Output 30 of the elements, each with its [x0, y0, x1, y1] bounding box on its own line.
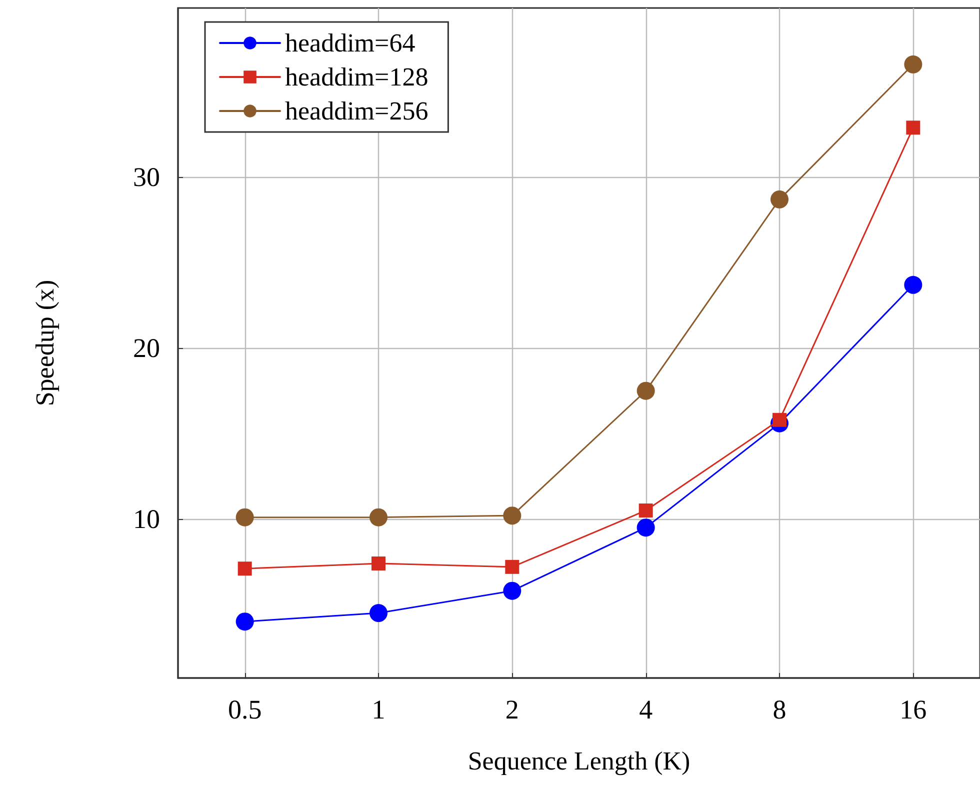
point — [638, 504, 653, 518]
point — [236, 612, 254, 631]
x-tick-label: 4 — [639, 694, 654, 724]
point — [904, 276, 922, 294]
y-tick-label: 10 — [133, 504, 160, 534]
point — [906, 120, 920, 135]
x-axis-title: Sequence Length (K) — [468, 746, 690, 776]
x-tick-label: 0.5 — [228, 694, 262, 724]
point — [370, 604, 388, 622]
x-tick-label: 8 — [772, 694, 786, 724]
legend-label: headdim=64 — [285, 28, 416, 58]
legend-label: headdim=128 — [285, 62, 428, 92]
x-tick-label: 1 — [372, 694, 386, 724]
y-tick-label: 20 — [133, 333, 160, 364]
point — [770, 190, 788, 208]
x-tick-label: 16 — [900, 694, 927, 724]
point — [503, 506, 522, 525]
y-tick-label: 30 — [133, 162, 160, 192]
point — [503, 582, 522, 600]
legend-label: headdim=256 — [285, 96, 428, 126]
point — [636, 518, 655, 537]
x-tick-label: 2 — [505, 694, 519, 724]
point — [236, 508, 254, 526]
point — [372, 556, 386, 570]
point — [370, 508, 388, 526]
y-axis-title: Speedup (x) — [30, 280, 60, 406]
point — [636, 382, 655, 400]
point — [505, 560, 520, 574]
point — [238, 562, 252, 576]
point — [904, 55, 922, 74]
